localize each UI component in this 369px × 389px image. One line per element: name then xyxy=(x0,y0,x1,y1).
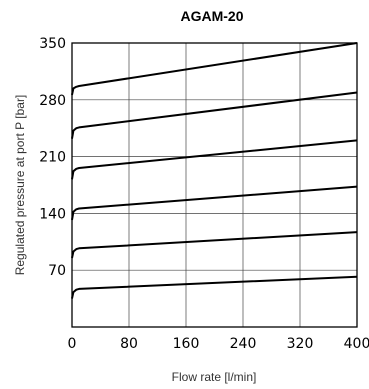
series-line-2 xyxy=(72,232,357,258)
x-axis-label: Flow rate [l/min] xyxy=(172,370,257,384)
series-line-4 xyxy=(72,140,357,179)
y-tick-label-210: 210 xyxy=(39,150,66,166)
x-axis-ticks: 0 80 160 240 320 400 xyxy=(68,336,369,352)
grid xyxy=(72,43,357,327)
y-tick-label-350: 350 xyxy=(39,36,66,52)
y-tick-label-70: 70 xyxy=(48,263,66,279)
chart-title: AGAM-20 xyxy=(180,8,243,24)
x-tick-label-160: 160 xyxy=(173,336,200,352)
x-tick-label-240: 240 xyxy=(230,336,257,352)
x-tick-label-320: 320 xyxy=(287,336,314,352)
x-tick-label-400: 400 xyxy=(344,336,369,352)
series-group xyxy=(72,43,357,299)
series-line-5 xyxy=(72,93,357,139)
x-tick-label-0: 0 xyxy=(68,336,77,352)
x-tick-label-80: 80 xyxy=(120,336,138,352)
y-tick-label-280: 280 xyxy=(39,93,66,109)
series-line-6 xyxy=(72,43,357,95)
y-axis-label: Regulated pressure at port P [bar] xyxy=(13,95,27,276)
y-tick-label-140: 140 xyxy=(39,206,66,222)
series-line-3 xyxy=(72,187,357,220)
series-line-1 xyxy=(72,277,357,299)
plot-frame xyxy=(72,43,357,327)
y-axis-ticks: 70 140 210 280 350 xyxy=(39,36,66,279)
